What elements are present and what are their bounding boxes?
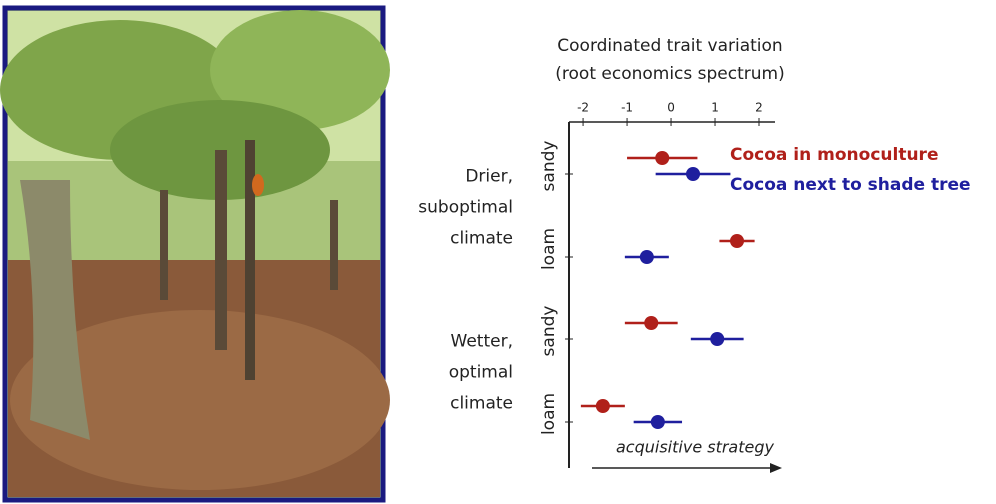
group-label: Wetter,: [451, 332, 513, 352]
dot: [596, 399, 610, 413]
x-tick-label: 1: [711, 101, 719, 115]
group-label: climate: [450, 394, 513, 414]
legend-label: Cocoa next to shade tree: [730, 175, 971, 195]
x-tick-label: -1: [621, 101, 633, 115]
row-label: loam: [539, 228, 559, 270]
arrow-head: [770, 463, 782, 473]
dot: [686, 167, 700, 181]
row-label: sandy: [539, 141, 559, 192]
legend-label: Cocoa in monoculture: [730, 145, 938, 165]
dot: [640, 250, 654, 264]
annotation: acquisitive strategy: [616, 438, 775, 457]
row-label: sandy: [539, 306, 559, 357]
x-tick-label: 2: [755, 101, 763, 115]
dot: [655, 151, 669, 165]
chart-subtitle: (root economics spectrum): [555, 64, 784, 84]
x-tick-label: 0: [667, 101, 675, 115]
group-label: suboptimal: [418, 198, 513, 218]
group-label: optimal: [449, 363, 513, 383]
dot: [730, 234, 744, 248]
row-label: loam: [539, 393, 559, 435]
dot: [710, 332, 724, 346]
figure: Coordinated trait variation (root econom…: [0, 0, 996, 504]
dot: [644, 316, 658, 330]
x-tick-label: -2: [577, 101, 589, 115]
chart-title: Coordinated trait variation: [557, 36, 782, 56]
photo: [0, 8, 390, 500]
dot: [651, 415, 665, 429]
group-label: Drier,: [465, 167, 513, 187]
group-label: climate: [450, 229, 513, 249]
